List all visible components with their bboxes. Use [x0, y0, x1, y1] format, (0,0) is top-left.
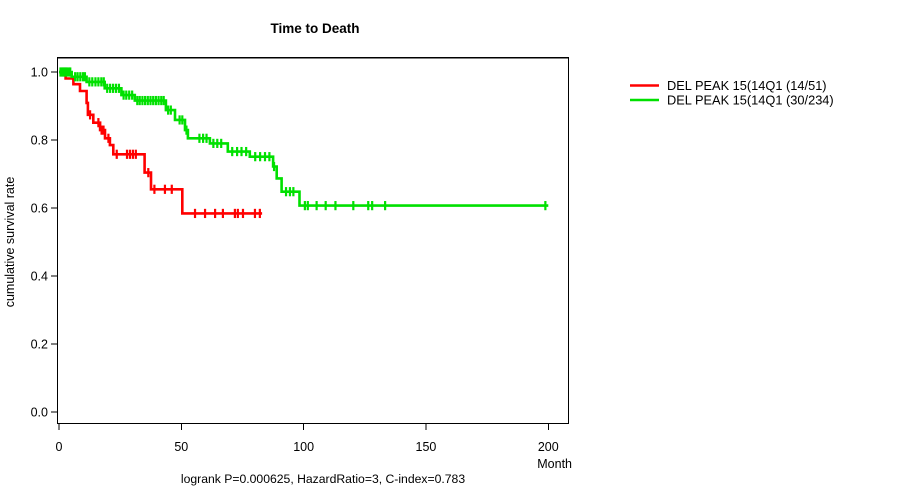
plot-area: 0 50 100 150 200 0.0 0.2 0.4 0.6 0.8 1.0	[31, 57, 570, 454]
stats-annotation: logrank P=0.000625, HazardRatio=3, C-ind…	[181, 472, 465, 486]
legend-label-series-1: DEL PEAK 15(14Q1 (14/51)	[667, 78, 827, 93]
x-tick-label: 150	[416, 440, 437, 454]
x-axis-label: Month	[537, 457, 572, 471]
x-tick-label: 50	[174, 440, 188, 454]
x-tick-label: 200	[538, 440, 559, 454]
y-axis-label: cumulative survival rate	[3, 177, 17, 308]
y-tick-label: 0.8	[31, 133, 48, 147]
x-tick-label: 100	[293, 440, 314, 454]
y-tick-label: 0.4	[31, 269, 48, 283]
y-tick-label: 0.0	[31, 405, 48, 419]
plot-box	[56, 57, 570, 424]
survival-curve-1	[59, 70, 263, 215]
legend: DEL PEAK 15(14Q1 (14/51) DEL PEAK 15(14Q…	[630, 78, 834, 108]
y-tick-label: 0.6	[31, 201, 48, 215]
y-tick-label: 1.0	[31, 65, 48, 79]
x-tick-label: 0	[56, 440, 63, 454]
y-tick-label: 0.2	[31, 337, 48, 351]
chart-title: Time to Death	[270, 21, 359, 36]
legend-label-series-2: DEL PEAK 15(14Q1 (30/234)	[667, 93, 834, 108]
